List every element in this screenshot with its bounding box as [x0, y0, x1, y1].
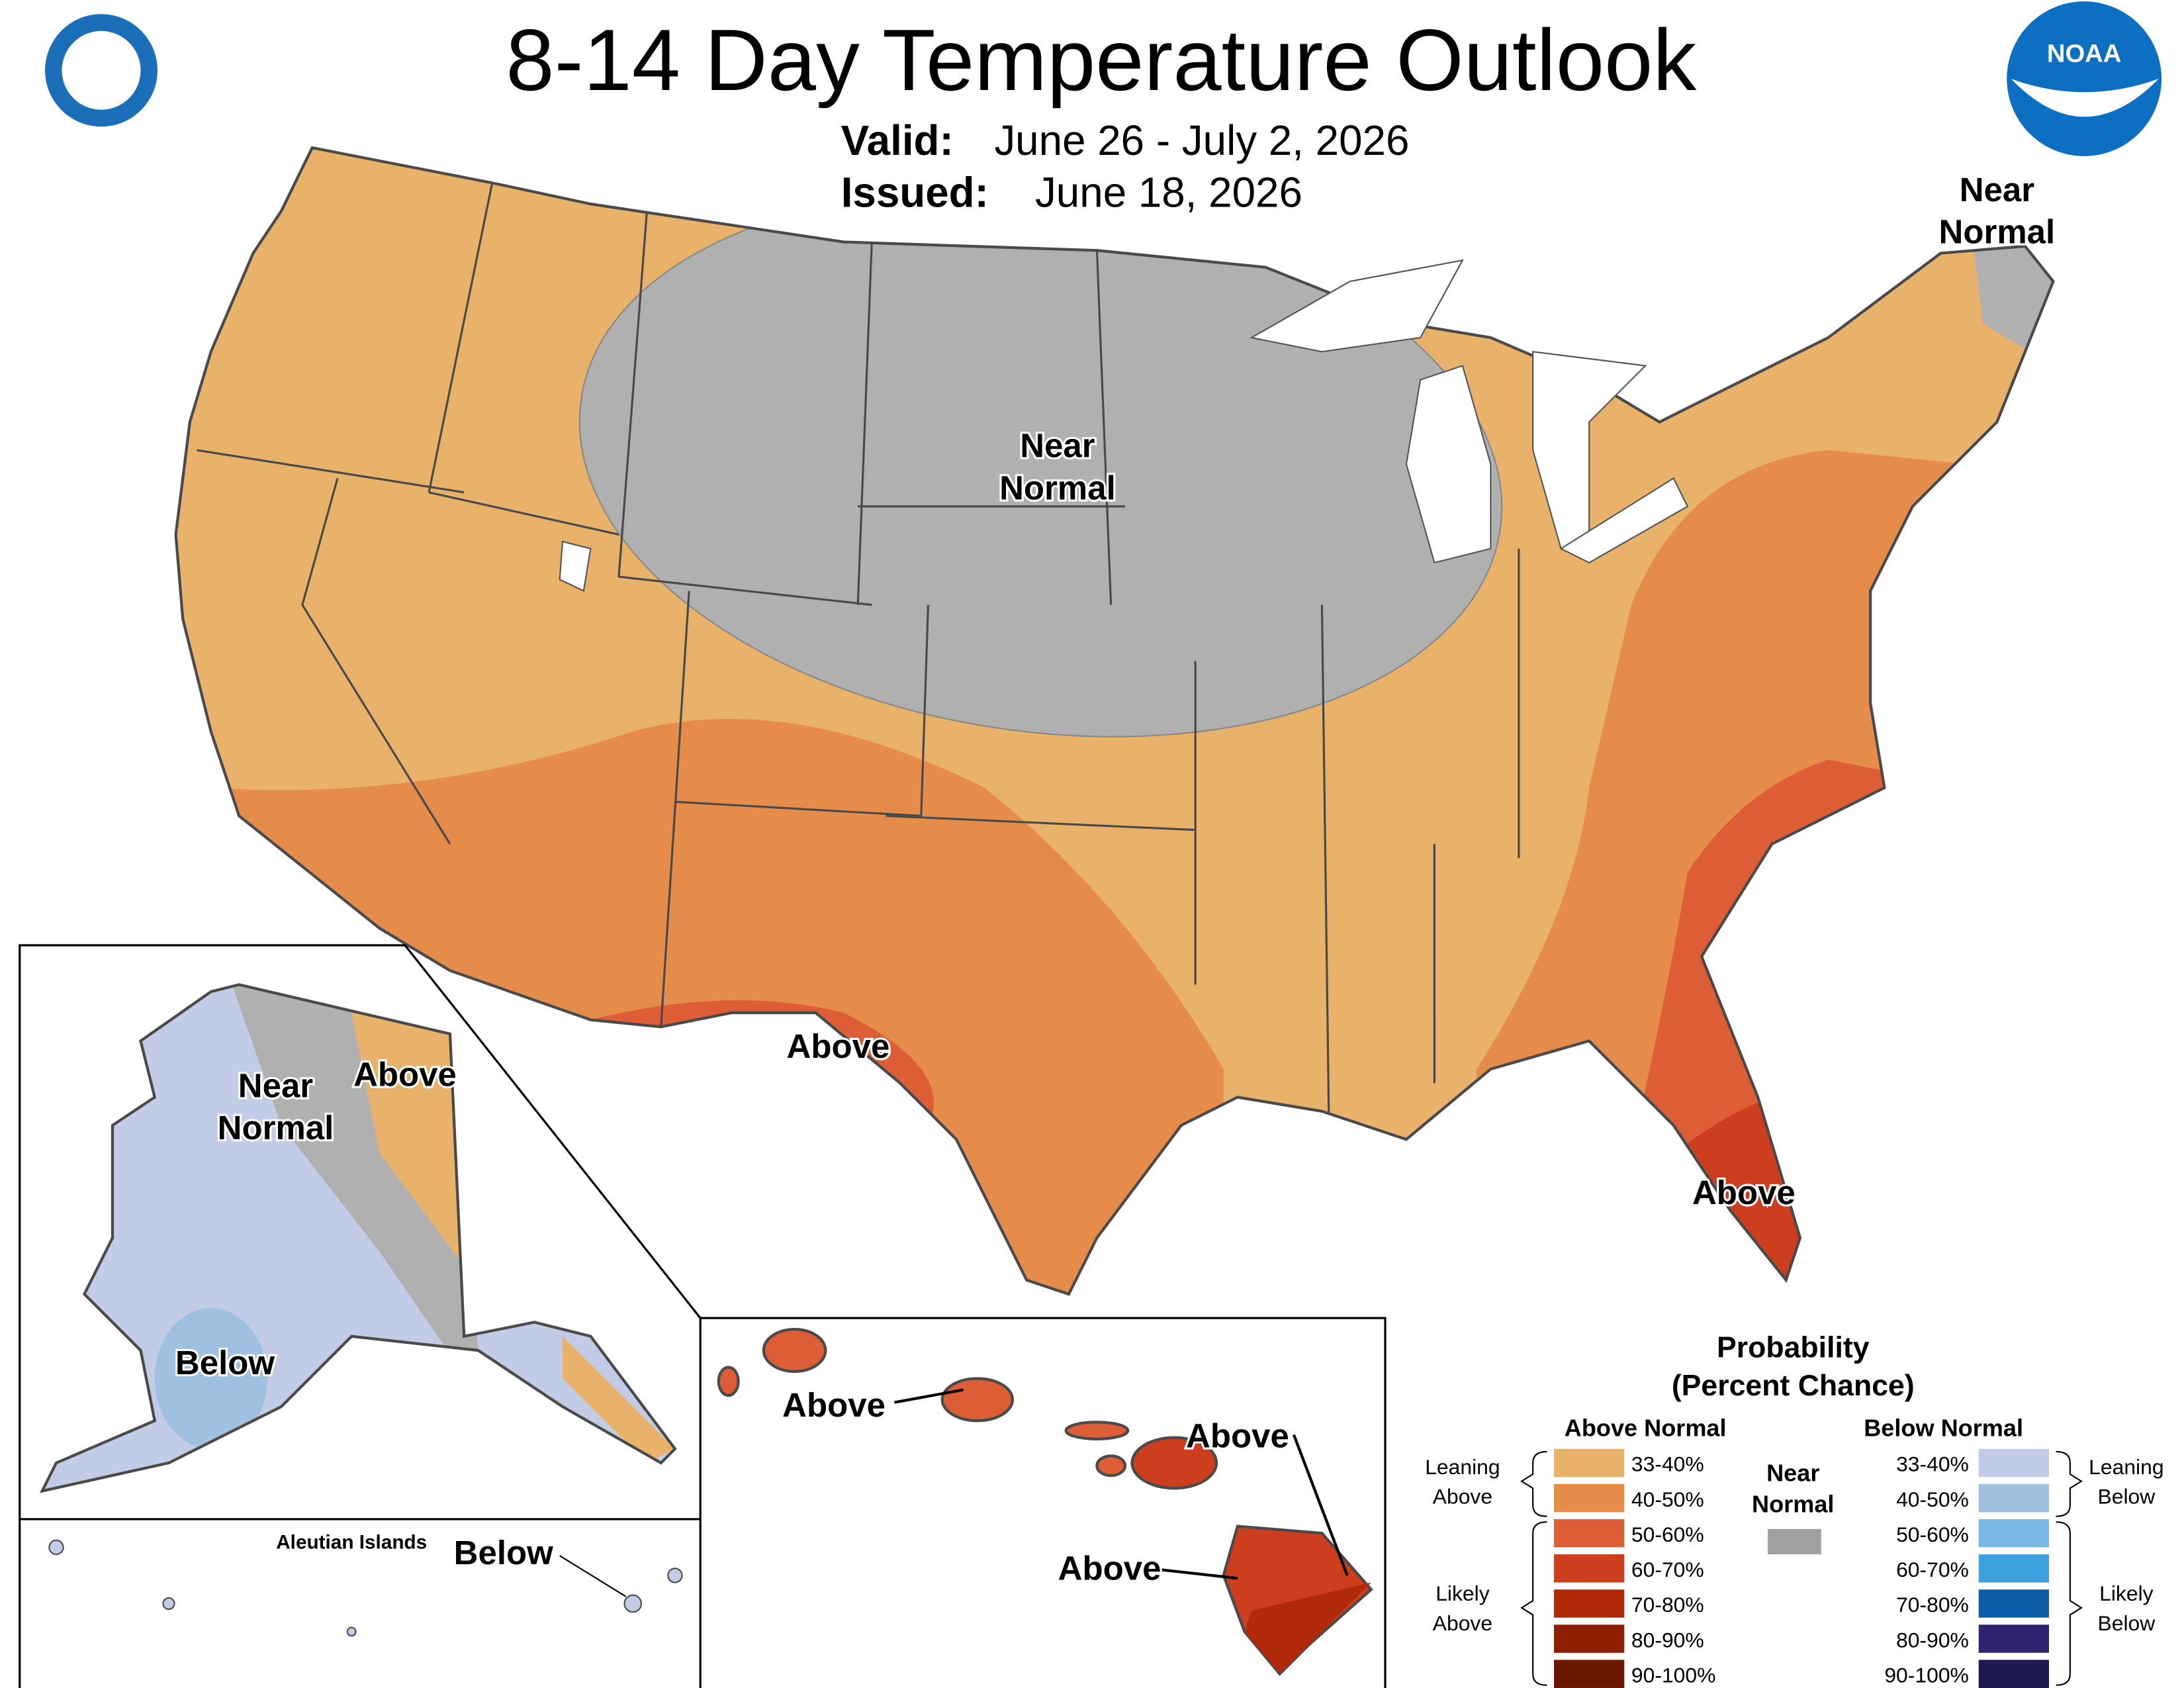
legend-swatch [1978, 1660, 2050, 1688]
legend-label: 60-70% [1896, 1558, 1969, 1581]
legend-bracket-label: Likely [1435, 1581, 1490, 1605]
legend-title: (Percent Chance) [1672, 1370, 1915, 1402]
legend-label: 70-80% [1631, 1593, 1704, 1617]
region-label: Above [787, 1027, 890, 1065]
legend-label: 80-90% [1896, 1628, 1969, 1652]
legend-label: 33-40% [1631, 1452, 1704, 1476]
region-label: Near [1020, 427, 1095, 465]
legend-bracket-label: Leaning [2089, 1455, 2163, 1479]
legend-swatch [1554, 1660, 1625, 1688]
logos: NOAA [44, 1, 2162, 156]
legend-label: 90-100% [1884, 1663, 1969, 1687]
legend-swatch [1978, 1624, 2050, 1653]
region-label: Above [1058, 1549, 1161, 1587]
legend-near-normal: Near [1766, 1460, 1819, 1487]
legend-swatch [1978, 1519, 2050, 1548]
region-label: Above [353, 1055, 457, 1093]
legend-label: 50-60% [1896, 1523, 1969, 1546]
region-label: Normal [999, 469, 1116, 506]
legend: Probability (Percent Chance) Above Normal B… [1425, 1332, 2164, 1688]
legend-bracket-label: Below [2097, 1611, 2156, 1635]
legend-swatch [1554, 1448, 1625, 1477]
legend-label: 80-90% [1631, 1628, 1704, 1652]
region-label: Above [1692, 1174, 1796, 1211]
legend-label: 60-70% [1631, 1558, 1704, 1581]
region-label: Above [782, 1386, 886, 1424]
legend-heading: Above Normal [1565, 1415, 1727, 1442]
valid-label: Valid: [841, 117, 954, 164]
legend-label: 70-80% [1896, 1593, 1969, 1617]
region-label: Below [175, 1344, 275, 1382]
valid-value: June 26 - July 2, 2026 [994, 117, 1409, 164]
legend-swatch [1978, 1589, 2050, 1618]
legend-bracket-label: Leaning [1425, 1455, 1500, 1479]
legend-label: 40-50% [1631, 1487, 1704, 1511]
legend-swatch [1554, 1624, 1625, 1653]
legend-near-normal: Normal [1752, 1490, 1834, 1517]
hawaii-inset [717, 1327, 1373, 1676]
legend-bracket-label: Above [1433, 1611, 1492, 1635]
noaa-logo-text: NOAA [2047, 40, 2122, 68]
region-label: Below [454, 1534, 553, 1571]
legend-heading: Below Normal [1864, 1415, 2023, 1442]
title: 8-14 Day Temperature Outlook [506, 11, 1697, 109]
issued-label: Issued: [841, 168, 989, 216]
issued-value: June 18, 2026 [1035, 168, 1302, 216]
legend-swatch [1978, 1554, 2050, 1583]
region-label: Normal [1939, 213, 2056, 251]
legend-swatch [1554, 1483, 1625, 1513]
legend-swatch [1554, 1589, 1625, 1618]
legend-bracket-label: Likely [2099, 1581, 2154, 1605]
region-label: Normal [218, 1109, 334, 1147]
legend-bracket [1520, 1450, 2083, 1686]
legend-label: 50-60% [1631, 1523, 1704, 1546]
map-labels: Near Normal Near Normal Above Above Near Normal… [173, 169, 2058, 1589]
region-label: Above [1186, 1417, 1289, 1455]
legend-swatch [1554, 1554, 1625, 1583]
region-label: Near [1960, 171, 2035, 209]
legend-swatch [1978, 1483, 2050, 1513]
legend-bracket-label: Above [1433, 1485, 1492, 1509]
legend-label: 40-50% [1896, 1487, 1969, 1511]
legend-swatch [1978, 1448, 2050, 1477]
legend-label: 33-40% [1896, 1452, 1969, 1476]
valid-line: Valid: June 26 - July 2, 2026 [841, 117, 1410, 164]
legend-bracket-label: Below [2097, 1485, 2156, 1509]
issued-line: Issued: June 18, 2026 [841, 168, 1302, 216]
legend-title: Probability [1717, 1332, 1870, 1364]
legend-label: 90-100% [1631, 1663, 1716, 1687]
legend-swatch [1554, 1519, 1625, 1548]
legend-swatch [1768, 1528, 1821, 1555]
inset-title: Aleutian Islands [276, 1532, 427, 1554]
region-label: Near [238, 1066, 314, 1104]
